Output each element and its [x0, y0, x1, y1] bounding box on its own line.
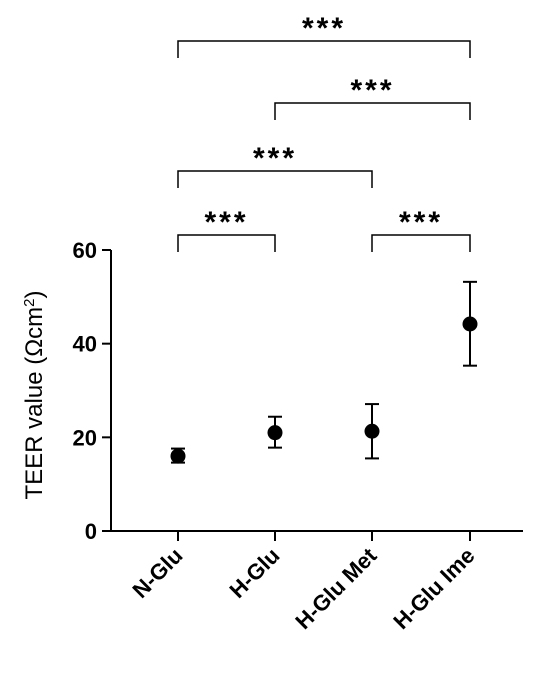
y-tick-label: 40 [73, 332, 97, 357]
y-tick-label: 20 [73, 425, 97, 450]
significance-label: *** [302, 12, 346, 45]
axes: 0 20 40 60 N-Glu H-Glu H-Glu Met H-Glu Ime [73, 238, 523, 634]
significance-label: *** [204, 206, 248, 239]
significance-bracket [371, 234, 471, 252]
significance-bracket [274, 102, 471, 120]
significance-brackets: *** ************ [177, 12, 471, 252]
data-series [170, 280, 478, 464]
significance-label: *** [399, 206, 443, 239]
data-point [364, 423, 380, 439]
y-axis-label-main: TEER value (Ωcm [21, 307, 48, 500]
x-tick-label: H-Glu Ime [388, 543, 479, 634]
significance-label: *** [253, 142, 297, 175]
data-point [170, 448, 186, 464]
significance-bracket [177, 170, 373, 188]
significance-bracket [177, 40, 471, 58]
significance-bracket [177, 234, 276, 252]
significance-label: *** [350, 74, 394, 107]
data-point [462, 316, 478, 332]
y-axis-label-end: ) [21, 291, 48, 299]
y-tick-label: 0 [85, 519, 97, 544]
x-tick-label: N-Glu [128, 543, 188, 603]
y-axis-label: TEER value (Ωcm2) [21, 291, 49, 500]
x-tick-label: H-Glu [225, 543, 285, 603]
x-tick-label: H-Glu Met [290, 542, 382, 634]
y-axis-label-superscript: 2 [21, 299, 38, 307]
y-tick-label: 60 [73, 238, 97, 263]
data-point [267, 425, 283, 441]
